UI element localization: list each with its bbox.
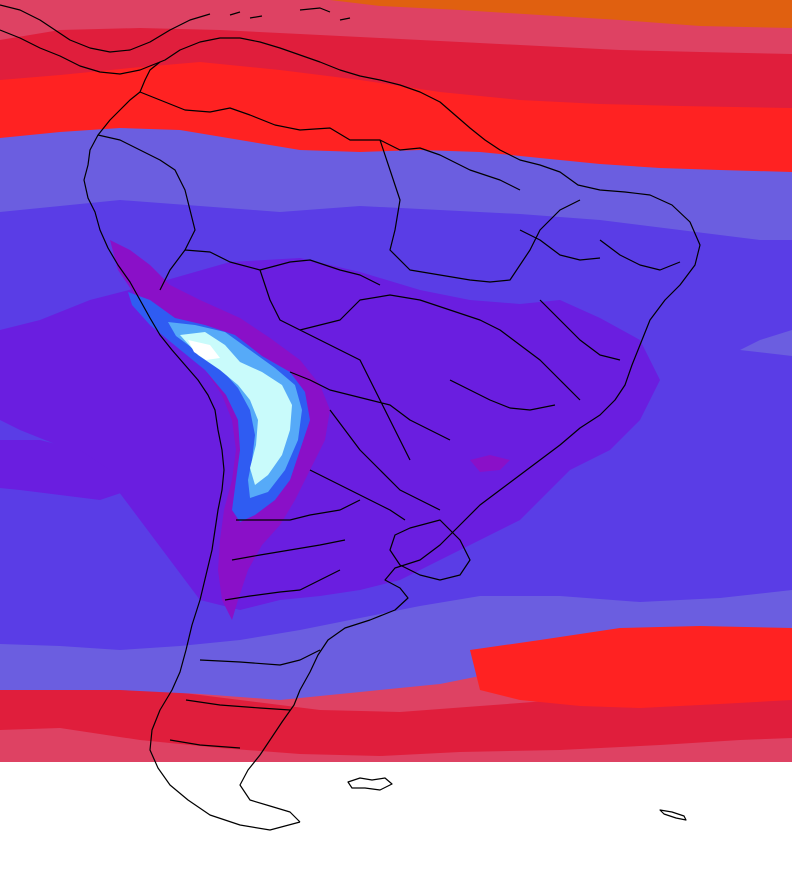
- caribbean-islands: [229, 7, 351, 21]
- band-pale-cyan: [180, 332, 292, 485]
- band-white: [188, 340, 220, 360]
- south-america-coast: [83, 37, 701, 831]
- central-america-coast: [0, 4, 211, 75]
- south-georgia: [659, 809, 687, 821]
- band-deep-violet-west: [0, 440, 130, 500]
- band-purple-east: [470, 455, 510, 472]
- band-red-south: [470, 626, 792, 708]
- band-rose-south: [0, 728, 792, 762]
- country-borders: [0, 4, 701, 831]
- band-orange: [330, 0, 792, 28]
- band-purple: [110, 240, 330, 620]
- band-deep-violet: [0, 258, 660, 610]
- field-layer: [0, 0, 792, 762]
- falkland-islands: [347, 777, 393, 791]
- inner-borders: [97, 91, 681, 749]
